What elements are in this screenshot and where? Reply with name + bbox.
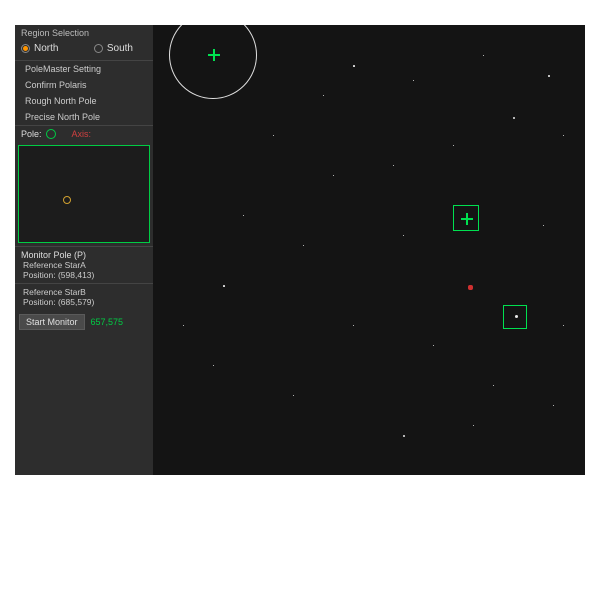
star-b-info: Reference StarB Position: (685,579) — [15, 283, 153, 310]
radio-south-label: South — [107, 43, 133, 54]
start-monitor-button[interactable]: Start Monitor — [19, 314, 85, 330]
menu-item-confirm-polaris[interactable]: Confirm Polaris — [15, 77, 153, 93]
region-title: Region Selection — [15, 25, 153, 41]
radio-north-label: North — [34, 43, 58, 54]
menu-item-rough-north-pole[interactable]: Rough North Pole — [15, 93, 153, 109]
region-radio-row: North South — [15, 41, 153, 60]
selection-a-crosshair-icon — [461, 213, 473, 225]
axis-label: Axis: — [72, 129, 92, 139]
app-frame: Region Selection North South PoleMaster … — [15, 25, 585, 475]
monitor-title: Monitor Pole (P) — [21, 250, 147, 260]
start-row: Start Monitor 657,575 — [15, 310, 153, 334]
pole-indicator-icon — [46, 129, 56, 139]
axis-marker-icon — [468, 285, 473, 290]
star — [353, 65, 355, 67]
menu-item-precise-north-pole[interactable]: Precise North Pole — [15, 109, 153, 125]
monitor-info: Monitor Pole (P) Reference StarA Positio… — [15, 246, 153, 283]
radio-south[interactable] — [94, 44, 103, 53]
preview-noise — [19, 146, 149, 243]
menu-item-polemaster-setting[interactable]: PoleMaster Setting — [15, 61, 153, 77]
star — [223, 285, 225, 287]
preview-marker-icon — [63, 196, 71, 204]
menu-list: PoleMaster Setting Confirm Polaris Rough… — [15, 60, 153, 126]
star-a-position: Position: (598,413) — [21, 270, 147, 280]
ring-crosshair-icon — [208, 49, 220, 61]
star — [513, 117, 515, 119]
selection-box-a[interactable] — [453, 205, 479, 231]
preview-box[interactable] — [18, 145, 150, 243]
radio-north[interactable] — [21, 44, 30, 53]
selection-box-b[interactable] — [503, 305, 527, 329]
star-b-label: Reference StarB — [21, 287, 147, 297]
coord-readout: 657,575 — [91, 317, 124, 327]
sky-view[interactable] — [153, 25, 585, 475]
star-b-position: Position: (685,579) — [21, 297, 147, 307]
pole-axis-row: Pole: Axis: — [15, 126, 153, 142]
star — [548, 75, 550, 77]
star-a-label: Reference StarA — [21, 260, 147, 270]
pole-label: Pole: — [21, 129, 42, 139]
sidebar: Region Selection North South PoleMaster … — [15, 25, 153, 475]
